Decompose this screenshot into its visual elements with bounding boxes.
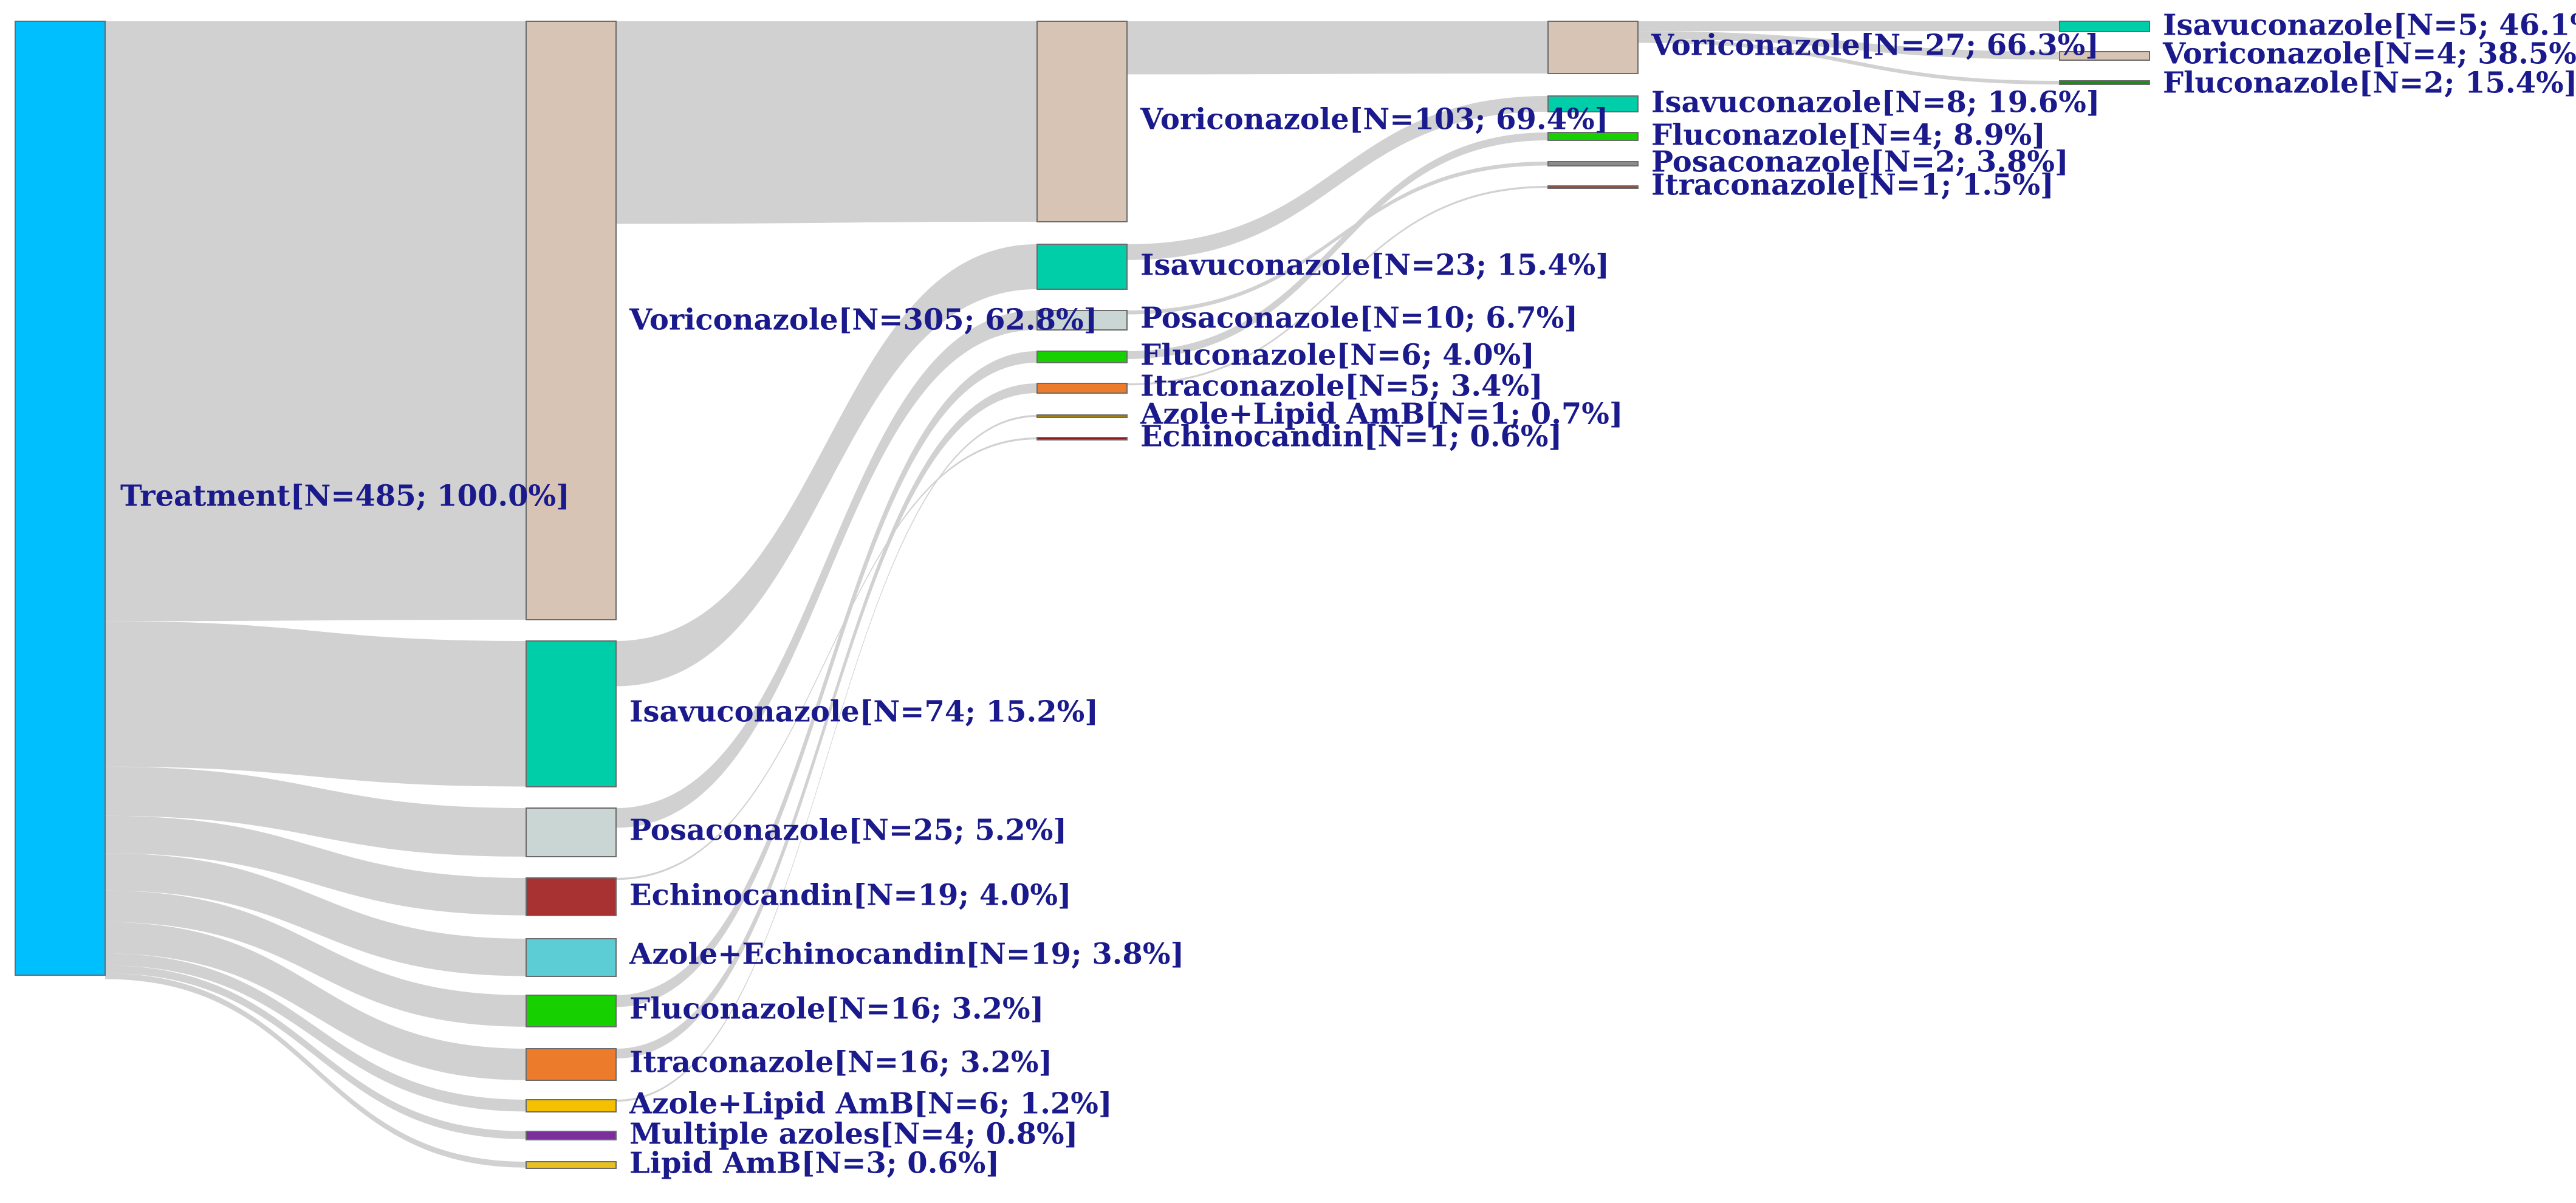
node-label-s3_isa: Isavuconazole[N=8; 19.6%] — [1651, 86, 2100, 120]
flow-link-s1_itra-to-s2_itra — [616, 383, 1037, 1059]
node-label-s1_echi: Echinocandin[N=19; 4.0%] — [629, 879, 1072, 913]
flow-link-s3_vori-to-s4_isa — [1638, 21, 2060, 32]
node-s4_isa — [2059, 21, 2150, 32]
node-label-s4_isa: Isavuconazole[N=5; 46.1%] — [2163, 9, 2576, 43]
node-s2_vori — [1036, 21, 1128, 222]
sankey-labels: Treatment[N=485; 100.0%] Voriconazole[N=3… — [120, 9, 2576, 1181]
node-s3_posa — [1547, 161, 1639, 166]
sankey-nodes — [15, 21, 2150, 1169]
flow-link-s1_fluc-to-s2_fluc — [616, 351, 1037, 1007]
node-s2_isa — [1036, 244, 1128, 290]
flow-link-s3_vori-to-s4_vori — [1638, 31, 2060, 60]
flow-link-s1_azlip-to-s2_azlip — [616, 415, 1037, 1102]
flow-link-root-to-s1_echi — [105, 815, 526, 916]
flow-link-s2_fluc-to-s3_fluc — [1127, 132, 1548, 359]
node-s3_isa — [1547, 95, 1639, 112]
node-s3_fluc — [1547, 132, 1639, 141]
node-s1_lipid — [526, 1161, 617, 1169]
flow-link-s2_posa-to-s3_posa — [1127, 162, 1548, 315]
node-s1_azlip — [526, 1099, 617, 1112]
flow-link-root-to-s1_fluc — [105, 890, 526, 1027]
node-label-s2_posa: Posaconazole[N=10; 6.7%] — [1140, 301, 1578, 335]
node-s1_isa — [526, 640, 617, 787]
node-s2_azlip — [1036, 414, 1128, 418]
node-label-s1_isa: Isavuconazole[N=74; 15.2%] — [629, 695, 1098, 729]
flow-link-root-to-s1_azlip — [105, 953, 526, 1112]
flow-link-s2_itra-to-s3_itra — [1127, 186, 1548, 386]
flow-link-s1_isa-to-s2_isa — [616, 244, 1037, 687]
node-label-s2_echi: Echinocandin[N=1; 0.6%] — [1140, 420, 1562, 454]
node-label-root: Treatment[N=485; 100.0%] — [120, 479, 570, 513]
node-s1_posa — [526, 807, 617, 857]
node-s1_echi — [526, 877, 617, 916]
node-label-s2_itra: Itraconazole[N=5; 3.4%] — [1140, 369, 1543, 403]
flow-link-s1_posa-to-s2_posa — [616, 310, 1037, 828]
flow-link-root-to-s1_multi — [105, 965, 526, 1139]
flow-link-root-to-s1_itra — [105, 922, 526, 1080]
node-s2_echi — [1036, 437, 1128, 440]
node-label-s4_vori: Voriconazole[N=4; 38.5%] — [2162, 37, 2576, 71]
node-s2_itra — [1036, 383, 1128, 394]
flow-link-root-to-s1_vori — [105, 21, 526, 622]
node-s2_posa — [1036, 310, 1128, 331]
node-label-s3_fluc: Fluconazole[N=4; 8.9%] — [1651, 118, 2046, 153]
flow-link-s2_vori-to-s3_vori — [1127, 21, 1548, 75]
flow-link-s3_vori-to-s4_fluc — [1638, 39, 2060, 85]
flow-link-s1_vori-to-s2_vori — [616, 21, 1037, 224]
node-s1_fluc — [526, 995, 617, 1027]
node-label-s2_azlip: Azole+Lipid AmB[N=1; 0.7%] — [1140, 397, 1623, 431]
node-s4_vori — [2059, 51, 2150, 61]
node-label-s1_lipid: Lipid AmB[N=3; 0.6%] — [629, 1146, 999, 1181]
node-s3_itra — [1547, 185, 1639, 189]
flow-link-root-to-s1_azecho — [105, 853, 526, 976]
node-label-s1_fluc: Fluconazole[N=16; 3.2%] — [629, 992, 1044, 1026]
node-label-s2_fluc: Fluconazole[N=6; 4.0%] — [1140, 338, 1535, 372]
node-s1_multi — [526, 1131, 617, 1140]
flow-link-root-to-s1_posa — [105, 766, 526, 857]
flow-link-root-to-s1_lipid — [105, 973, 526, 1168]
node-label-s1_itra: Itraconazole[N=16; 3.2%] — [629, 1046, 1052, 1080]
node-root — [15, 21, 106, 976]
node-s1_azecho — [526, 938, 617, 977]
node-label-s2_isa: Isavuconazole[N=23; 15.4%] — [1140, 248, 1609, 283]
node-s1_vori — [526, 21, 617, 620]
node-s1_itra — [526, 1048, 617, 1081]
node-label-s1_vori: Voriconazole[N=305; 62.8%] — [629, 303, 1097, 337]
sankey-links — [105, 21, 2060, 1168]
node-s2_fluc — [1036, 351, 1128, 363]
node-label-s3_vori: Voriconazole[N=27; 66.3%] — [1651, 29, 2099, 63]
flow-link-s1_echi-to-s2_echi — [616, 437, 1037, 880]
node-label-s3_itra: Itraconazole[N=1; 1.5%] — [1651, 168, 2054, 202]
flow-link-s2_isa-to-s3_isa — [1127, 96, 1548, 260]
node-label-s4_fluc: Fluconazole[N=2; 15.4%] — [2163, 66, 2576, 100]
node-label-s1_azlip: Azole+Lipid AmB[N=6; 1.2%] — [629, 1087, 1112, 1121]
node-label-s1_posa: Posaconazole[N=25; 5.2%] — [629, 814, 1067, 848]
node-label-s1_azecho: Azole+Echinocandin[N=19; 3.8%] — [629, 937, 1184, 972]
node-s4_fluc — [2059, 80, 2150, 85]
flow-link-root-to-s1_isa — [105, 621, 526, 787]
node-label-s2_vori: Voriconazole[N=103; 69.4%] — [1140, 103, 1608, 137]
node-s3_vori — [1547, 21, 1639, 74]
node-label-s3_posa: Posaconazole[N=2; 3.8%] — [1651, 145, 2069, 179]
node-label-s1_multi: Multiple azoles[N=4; 0.8%] — [629, 1117, 1078, 1151]
